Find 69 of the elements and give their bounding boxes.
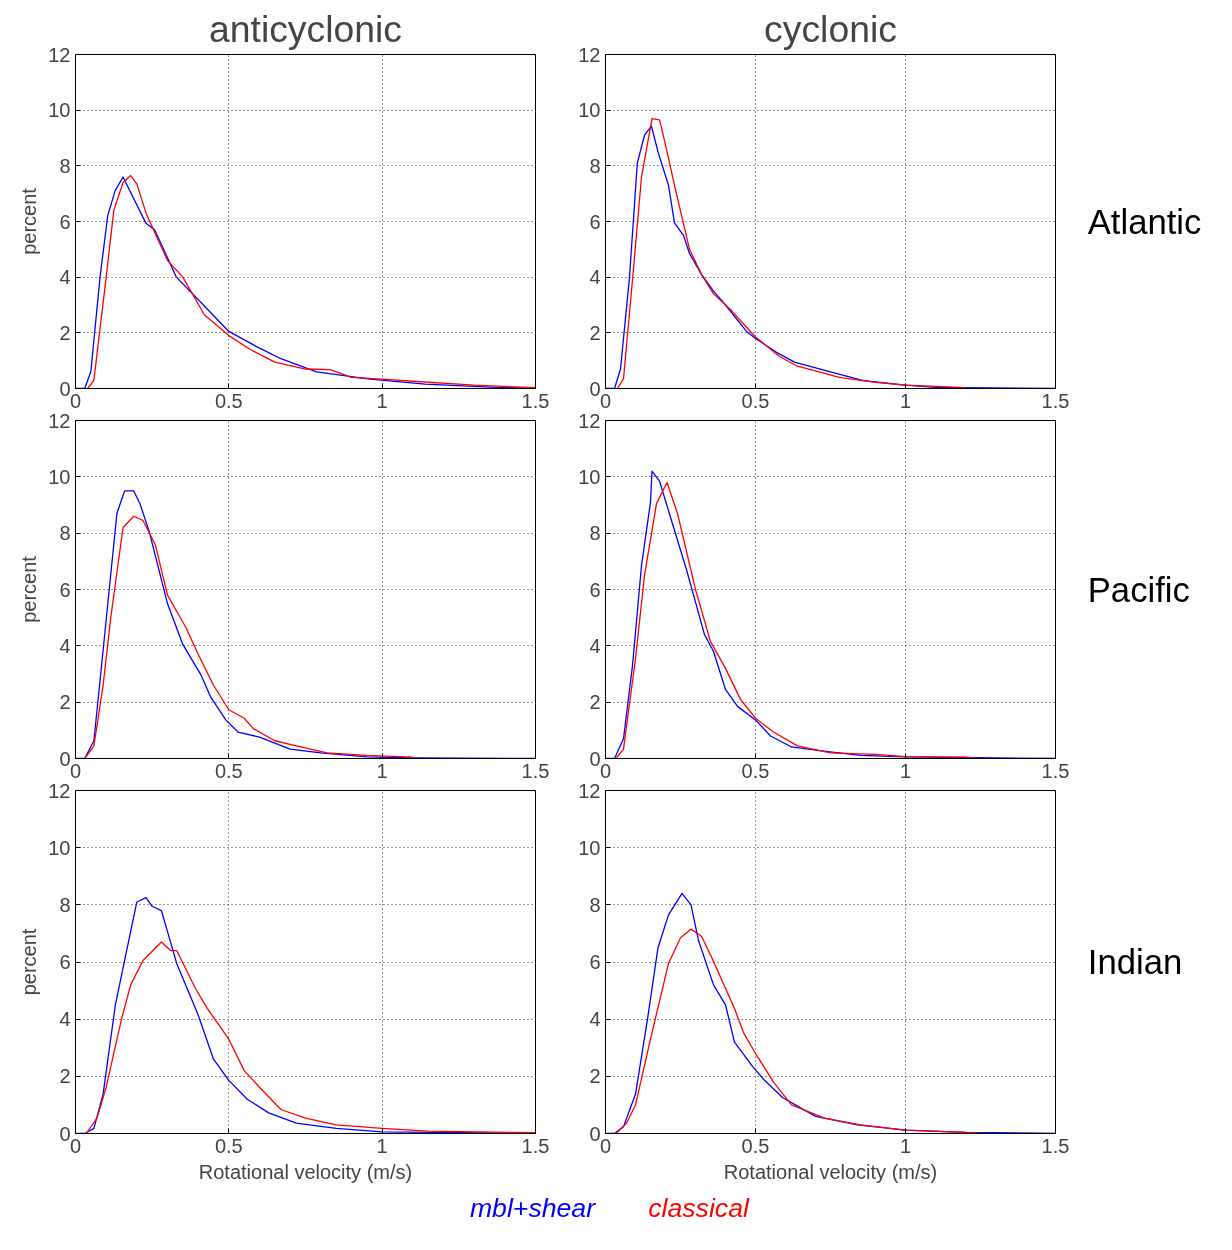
- x-axis-title: Rotational velocity (m/s): [198, 1160, 413, 1183]
- y-axis-title: percent: [18, 928, 41, 996]
- x-tick-label: 0.5: [214, 1134, 243, 1157]
- y-axis-title: percent: [18, 555, 41, 623]
- x-tick-label: 0.5: [741, 759, 770, 782]
- y-tick-label: 6: [59, 210, 71, 233]
- y-tick-label: 12: [48, 409, 71, 432]
- x-tick-label: 1: [376, 389, 388, 412]
- y-tick-label: 8: [589, 893, 601, 916]
- x-tick-label: 0.5: [741, 389, 770, 412]
- y-tick-label: 10: [578, 99, 601, 122]
- y-tick-label: 4: [589, 1008, 601, 1031]
- y-tick-label: 12: [578, 43, 601, 66]
- line-series: [616, 117, 967, 389]
- y-tick-label: 6: [589, 951, 601, 973]
- y-tick-label: 2: [589, 1065, 601, 1088]
- y-tick-label: 4: [589, 266, 601, 289]
- y-tick-label: 2: [59, 1065, 71, 1088]
- y-tick-label: 10: [578, 836, 601, 859]
- y-tick-label: 4: [59, 634, 71, 657]
- x-tick-label: 1: [899, 759, 912, 782]
- x-tick-label: 1.5: [1041, 759, 1070, 782]
- y-tick-label: 8: [589, 522, 601, 545]
- y-tick-label: 2: [59, 321, 71, 344]
- line-series: [85, 941, 536, 1134]
- x-tick-label: 1.5: [1041, 1134, 1070, 1157]
- y-tick-label: 10: [48, 465, 71, 488]
- y-tick-label: 10: [48, 99, 71, 122]
- x-tick-label: 1: [376, 759, 388, 782]
- y-tick-label: 10: [578, 465, 601, 488]
- chart-title: cyclonic: [764, 7, 897, 50]
- x-tick-label: 1: [899, 389, 912, 412]
- x-tick-label: 0.5: [741, 1134, 770, 1157]
- y-tick-label: 8: [59, 522, 71, 545]
- text: classical: [648, 1193, 750, 1223]
- y-tick-label: 6: [59, 951, 71, 973]
- y-tick-label: 8: [59, 154, 71, 177]
- x-tick-label: 0.5: [214, 389, 243, 412]
- y-tick-label: 2: [589, 691, 601, 714]
- x-tick-label: 1: [899, 1134, 912, 1157]
- x-tick-label: 1: [376, 1134, 388, 1157]
- text: Pacific: [1087, 570, 1190, 609]
- y-tick-label: 6: [589, 578, 601, 601]
- y-tick-label: 4: [59, 1008, 71, 1031]
- y-tick-label: 8: [589, 154, 601, 177]
- chart-title: anticyclonic: [209, 7, 402, 50]
- y-tick-label: 6: [589, 210, 601, 233]
- x-tick-label: 1.5: [521, 389, 550, 412]
- text: Indian: [1087, 943, 1183, 981]
- x-tick-label: 1.5: [521, 1134, 550, 1157]
- y-tick-label: 12: [48, 779, 71, 802]
- text: mbl+shear: [469, 1193, 597, 1223]
- x-tick-label: 1.5: [521, 759, 550, 782]
- y-tick-label: 2: [589, 321, 601, 344]
- x-tick-label: 0.5: [214, 759, 243, 782]
- y-tick-label: 12: [578, 779, 601, 802]
- text: Atlantic: [1087, 202, 1202, 241]
- y-tick-label: 6: [59, 578, 71, 601]
- y-tick-label: 8: [59, 893, 71, 916]
- x-tick-label: 1.5: [1041, 389, 1070, 412]
- y-tick-label: 2: [59, 691, 71, 714]
- y-tick-label: 4: [59, 266, 71, 289]
- line-series: [84, 515, 414, 759]
- y-tick-label: 12: [578, 409, 601, 432]
- y-tick-label: 10: [48, 836, 71, 859]
- y-axis-title: percent: [18, 187, 41, 255]
- y-tick-label: 12: [48, 43, 71, 66]
- x-axis-title: Rotational velocity (m/s): [723, 1160, 938, 1183]
- y-tick-label: 4: [589, 634, 601, 657]
